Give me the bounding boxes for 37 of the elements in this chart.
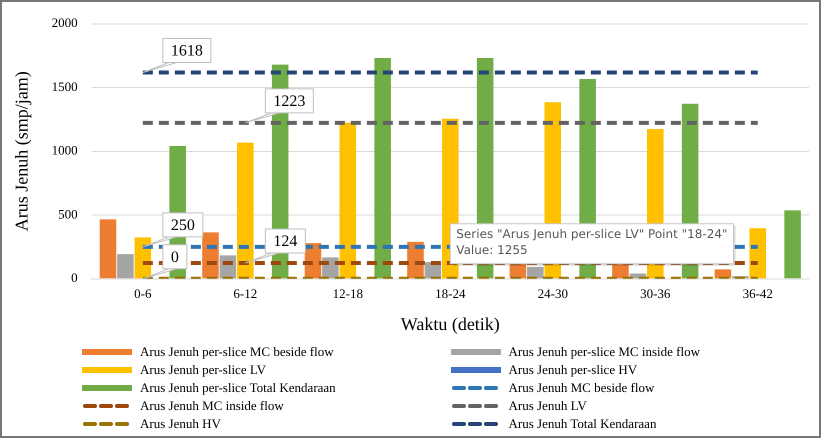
bar [340,122,356,278]
legend-label: Arus Jenuh per-slice MC inside flow [508,344,700,360]
x-tick-label: 36-42 [742,286,773,302]
x-tick-label: 30-36 [640,286,671,302]
legend-label: Arus Jenuh Total Kendaraan [508,416,656,432]
annotation: Series "Arus Jenuh per-slice LV" Point "18-24" Value: 1255 [456,226,728,257]
data-label: 1618 [170,42,203,60]
y-tick-label: 500 [58,206,78,222]
bar [527,266,544,278]
data-label: 124 [273,233,298,250]
bar [374,58,391,278]
x-tick-label: 18-24 [435,286,466,302]
bar [100,219,116,278]
y-axis-title: Arus Jenuh (smp/jam) [12,71,32,232]
y-tick-label: 2000 [52,15,78,30]
legend-label: Arus Jenuh per-slice MC beside flow [140,344,334,360]
legend-label: Arus Jenuh per-slice LV [140,362,266,378]
legend-label: Arus Jenuh MC inside flow [140,398,284,414]
x-tick-label: 0-6 [134,286,152,302]
bar [749,228,766,278]
y-tick-label: 1500 [52,78,78,94]
data-label: 250 [170,217,195,234]
bar [784,210,801,278]
y-tick-label: 1000 [52,142,78,158]
legend-label: Arus Jenuh MC beside flow [508,380,654,396]
data-label: 1223 [273,93,306,110]
x-tick-label: 24-30 [538,286,568,302]
data-label: 0 [170,249,179,266]
y-tick-label: 0 [71,270,78,286]
bar [117,254,134,278]
x-axis-title: Waktu (detik) [400,314,500,334]
legend-label: Arus Jenuh LV [508,398,587,414]
x-tick-label: 6-12 [233,286,258,302]
x-tick-label: 12-18 [332,286,363,302]
legend-label: Arus Jenuh HV [140,416,221,432]
legend-label: Arus Jenuh per-slice HV [508,362,638,378]
legend-label: Arus Jenuh per-slice Total Kendaraan [140,380,336,396]
